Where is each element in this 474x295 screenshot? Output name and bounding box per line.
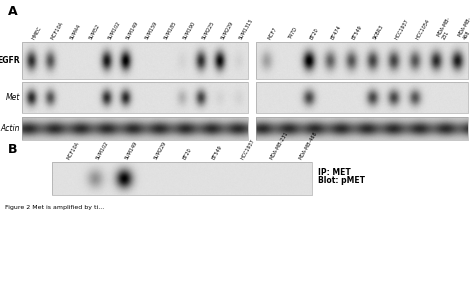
Text: IP: MET: IP: MET — [318, 168, 351, 177]
Bar — [52, 162, 312, 195]
Text: SUM190: SUM190 — [182, 20, 197, 40]
Bar — [22, 42, 248, 79]
Text: BT549: BT549 — [211, 145, 223, 161]
Text: MCF10A: MCF10A — [66, 141, 81, 161]
Text: MDA-MB-468: MDA-MB-468 — [298, 131, 318, 161]
Text: BT549: BT549 — [351, 24, 364, 40]
Text: BT20: BT20 — [182, 148, 192, 161]
Text: BT474: BT474 — [330, 24, 342, 40]
Text: MCF10A: MCF10A — [50, 20, 64, 40]
Text: HCC1054: HCC1054 — [415, 18, 431, 40]
Text: A: A — [8, 5, 18, 18]
Text: SUM102: SUM102 — [95, 141, 110, 161]
Text: SUM229: SUM229 — [153, 141, 167, 161]
Bar — [22, 117, 248, 140]
Text: SUM225: SUM225 — [201, 20, 215, 40]
Text: HCC1937: HCC1937 — [394, 18, 410, 40]
Text: MDA-MB-
231: MDA-MB- 231 — [436, 15, 456, 40]
Bar — [256, 82, 468, 113]
Text: B: B — [8, 143, 18, 156]
Text: MCF7: MCF7 — [266, 26, 278, 40]
Text: HMEC: HMEC — [31, 25, 43, 40]
Text: Figure 2 Met is amplified by ti...: Figure 2 Met is amplified by ti... — [5, 205, 104, 210]
Bar — [22, 82, 248, 113]
Text: BT20: BT20 — [309, 27, 319, 40]
Text: HCC1937: HCC1937 — [240, 139, 255, 161]
Text: MDA-MB-231: MDA-MB-231 — [269, 131, 289, 161]
Text: SUM44: SUM44 — [69, 23, 82, 40]
Text: Met: Met — [6, 93, 20, 102]
Text: MDA-MB-
468: MDA-MB- 468 — [457, 15, 474, 40]
Text: SUM1315: SUM1315 — [238, 17, 255, 40]
Text: SUM52: SUM52 — [88, 23, 101, 40]
Text: SUM229: SUM229 — [220, 20, 234, 40]
Bar — [256, 42, 468, 79]
Text: SUM149: SUM149 — [124, 141, 138, 161]
Bar — [256, 117, 468, 140]
Text: T47D: T47D — [288, 26, 299, 40]
Text: SUM159: SUM159 — [145, 20, 159, 40]
Text: SUM185: SUM185 — [163, 20, 178, 40]
Text: Blot: pMET: Blot: pMET — [318, 176, 365, 185]
Text: SUM149: SUM149 — [126, 20, 140, 40]
Text: Actin: Actin — [0, 124, 20, 133]
Text: SUM102: SUM102 — [107, 20, 121, 40]
Text: EGFR: EGFR — [0, 56, 20, 65]
Text: SKBR3: SKBR3 — [373, 23, 385, 40]
